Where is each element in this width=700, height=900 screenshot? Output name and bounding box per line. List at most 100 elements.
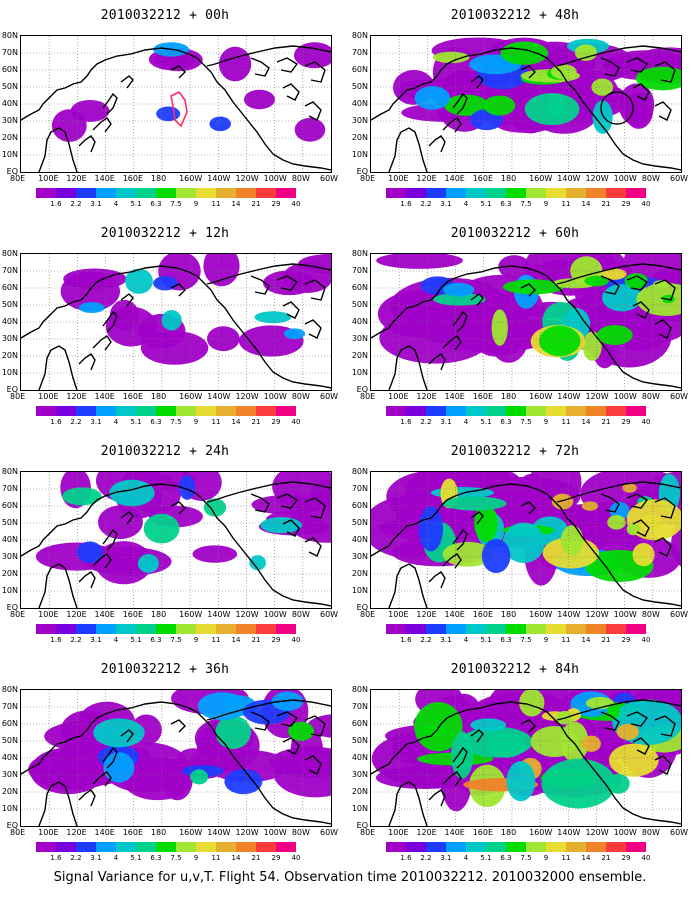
colorbar-swatch [506,624,526,634]
colorbar [36,624,296,634]
colorbar-tick-label: 14 [231,200,241,208]
lon-label: 120W [235,610,259,619]
lon-label: 120E [66,174,87,183]
coastline [102,528,118,551]
colorbar-tick-label: 6.3 [150,418,162,426]
variance-contour [502,279,565,295]
lat-label: EQ [6,385,18,394]
coastline [654,715,676,737]
colorbar-tick-label: 6.3 [150,636,162,644]
variance-contour [203,498,227,517]
colorbar-tick-label: 14 [581,636,591,644]
lon-label: 140W [557,392,581,401]
colorbar-swatch [546,624,566,634]
colorbar [36,842,296,852]
colorbar-tick-label: 9 [543,636,549,644]
colorbar-tick-label: 5.1 [480,200,492,208]
colorbar-swatch [526,188,546,198]
lon-label: 160W [529,392,553,401]
lat-label: 10N [351,804,368,813]
colorbar-tick-label: 6.3 [150,854,162,862]
colorbar-tick-label: 1.6 [400,418,412,426]
coastline [102,310,118,333]
lon-label: 80E [10,610,26,619]
lat-label: EQ [356,385,368,394]
colorbar-tick-label: 11 [211,854,221,862]
lon-label: 160E [122,392,144,401]
colorbar-tick-label: 4 [113,636,119,644]
colorbar-tick-label: 21 [251,854,261,862]
map-panel: 2010032212 + 36h 80N 70N 60N 50N 40N 30N 20N 10N… [0,662,338,872]
coastline [600,57,620,77]
lon-label: 140E [444,392,465,401]
colorbar-tick-label: 2.2 [420,200,432,208]
lat-label: 60N [1,283,18,292]
variance-contour [442,541,494,567]
colorbar-swatch [606,624,626,634]
variance-contour [506,760,536,802]
colorbar-swatch [526,624,546,634]
colorbar-tick-label: 5.1 [130,636,142,644]
lat-label: 30N [1,116,18,125]
coastline [654,537,672,557]
map-panel: 2010032212 + 00h 80N 70N 60N 50N 40N 30N 20N 10N… [0,8,338,218]
colorbar-tick-label: 14 [581,200,591,208]
lon-label: 180 [150,392,167,401]
colorbar-swatch [96,188,116,198]
coastline [21,483,198,557]
lat-label: 30N [1,334,18,343]
coastline [428,135,446,153]
lon-label: 120W [585,828,609,837]
colorbar-tick-label: 1.6 [400,854,412,862]
coastline [21,701,198,775]
lat-label: 80N [351,249,368,258]
colorbar-swatch [446,406,466,416]
colorbar-swatch [426,842,446,852]
colorbar-tick-label: 40 [291,418,301,426]
lon-label: 80E [10,174,26,183]
colorbar-tick-label: 40 [291,636,301,644]
variance-contour [609,743,659,777]
coastline [632,83,650,101]
panel-title: 2010032212 + 00h [100,8,230,23]
lat-label: 10N [1,150,18,159]
panel-title: 2010032212 + 84h [450,662,580,677]
lat-label: 40N [351,753,368,762]
colorbar-swatch [56,842,76,852]
lon-label: 160E [472,174,494,183]
colorbar-swatch [216,406,236,416]
colorbar-swatch [566,624,586,634]
variance-contour [635,66,681,91]
coastline [556,45,681,67]
coastline [546,57,681,171]
coastline [654,755,672,775]
coastline [120,511,134,525]
coastline [276,57,299,73]
lat-label: 80N [1,31,18,40]
colorbar-swatch [276,624,296,634]
colorbar-swatch [626,406,646,416]
lat-label: 60N [1,719,18,728]
lon-label: 140W [207,828,231,837]
coastline [282,83,300,101]
colorbar-tick-label: 40 [291,200,301,208]
lat-label: 70N [1,266,18,275]
coastline [520,65,536,79]
coastline [626,711,649,727]
lon-label: 160E [122,174,144,183]
lat-label: 50N [1,518,18,527]
colorbar-tick-label: 9 [193,200,199,208]
coastline [78,789,96,807]
lon-label: 140W [207,174,231,183]
map-panel: 2010032212 + 72h 80N 70N 60N 50N 40N 30N 20N 10N… [350,444,688,654]
coastline [520,283,536,297]
colorbar-swatch [466,842,486,852]
lon-label: 100W [263,610,287,619]
lon-label: 120E [416,174,437,183]
colorbar-tick-label: 7.5 [520,200,532,208]
lon-label: 100W [613,828,637,837]
lon-label: 80E [10,392,26,401]
panel-title: 2010032212 + 12h [100,226,230,241]
variance-contour [76,541,103,564]
lon-label: 180 [150,610,167,619]
